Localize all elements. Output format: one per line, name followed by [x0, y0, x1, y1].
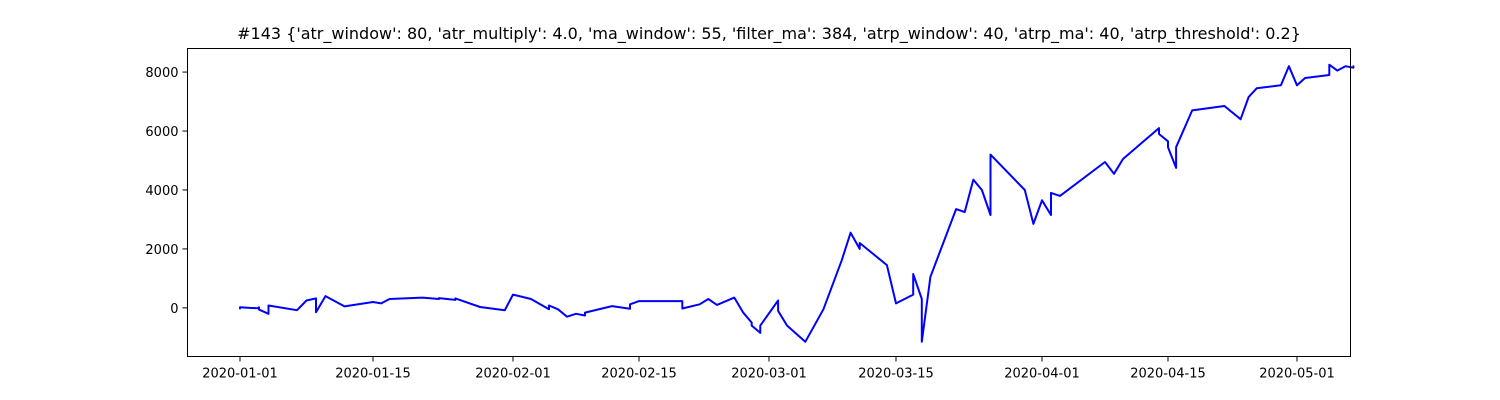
x-tick-label: 2020-05-01 [1259, 367, 1335, 382]
x-tick-label: 2020-04-15 [1130, 367, 1206, 382]
y-tick-label: 4000 [145, 184, 178, 199]
plot-area-frame [187, 48, 1351, 357]
x-tick-label: 2020-01-15 [335, 367, 411, 382]
series-layer [239, 63, 1355, 343]
y-axis-ticks: 0 2000 4000 6000 8000 [145, 66, 188, 317]
x-tick-label: 2020-03-01 [731, 367, 807, 382]
chart-title: #143 {'atr_window': 80, 'atr_multiply': … [237, 24, 1301, 44]
series-line-0 [239, 63, 1355, 343]
x-tick-label: 2020-01-01 [202, 367, 278, 382]
y-tick-label: 0 [170, 302, 178, 317]
x-tick-label: 2020-02-15 [601, 367, 677, 382]
x-axis-ticks: 2020-01-01 2020-01-15 2020-02-01 2020-02-15… [202, 356, 1335, 382]
x-tick-label: 2020-04-01 [1004, 367, 1080, 382]
x-tick-label: 2020-03-15 [858, 367, 934, 382]
y-tick-label: 2000 [145, 243, 178, 258]
y-tick-label: 6000 [145, 125, 178, 140]
y-tick-label: 8000 [145, 66, 178, 81]
x-tick-label: 2020-02-01 [475, 367, 551, 382]
